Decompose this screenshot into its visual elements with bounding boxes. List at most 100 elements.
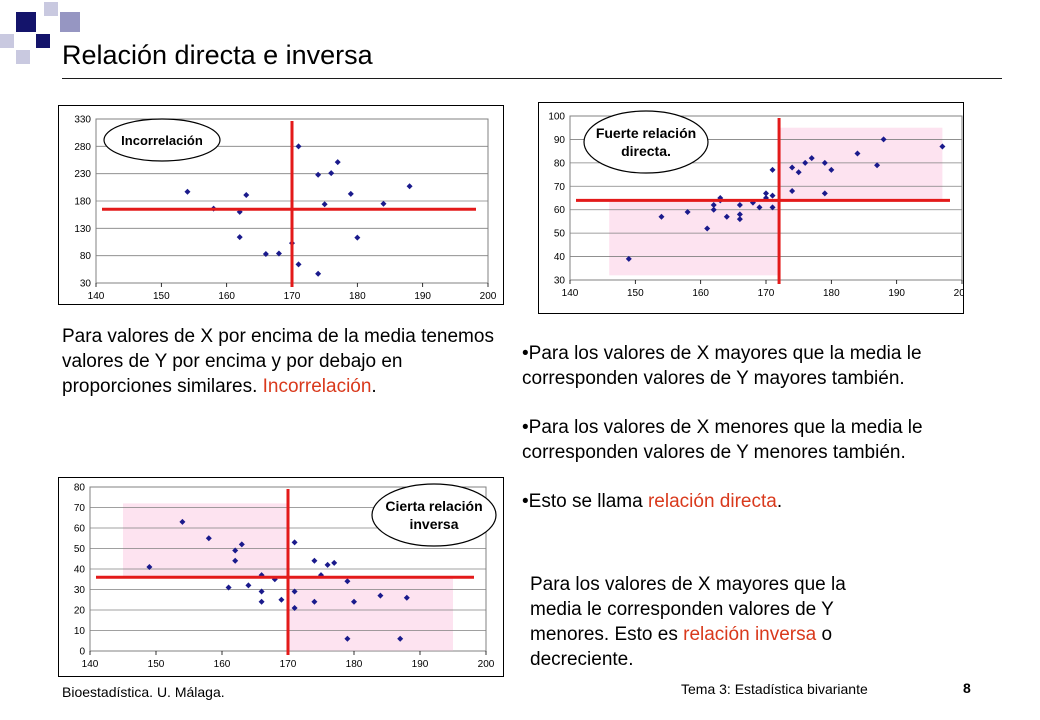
y-tick-label: 70 (74, 503, 86, 514)
data-point (802, 159, 809, 166)
x-tick-label: 200 (954, 288, 964, 299)
data-point (291, 588, 298, 595)
y-tick-label: 50 (74, 544, 86, 555)
data-point (295, 143, 302, 150)
bullet-direct-prefix: •Esto se llama (522, 491, 648, 512)
chart-svg: 0 10 20 30 40 50 60 70 80 140 150 160 170 180 190 200 Ci… (58, 477, 504, 677)
data-point (275, 250, 282, 257)
data-point (258, 572, 265, 579)
x-tick-label: 190 (888, 288, 905, 299)
data-point (769, 204, 776, 211)
direct-description: •Para los valores de X mayores que la me… (522, 341, 1002, 514)
data-point (789, 187, 796, 194)
data-point (225, 584, 232, 591)
chart-svg: 30 80 130 180 230 280 330 140 150 160 170 180 190 200… (58, 105, 504, 305)
x-tick-label: 180 (349, 291, 366, 302)
y-tick-label: 0 (79, 647, 85, 658)
x-tick-label: 200 (480, 291, 497, 302)
deco-square (36, 34, 50, 48)
scatter-chart-uncorrelated: 30 80 130 180 230 280 330 140 150 160 170 180 190 200… (58, 105, 504, 305)
shaded-region (609, 200, 780, 276)
x-tick-label: 140 (562, 288, 579, 299)
annotation-ellipse (103, 118, 221, 162)
x-tick-label: 170 (280, 659, 297, 670)
data-point (625, 255, 632, 262)
inverse-text: Para los valores de X mayores que la med… (530, 574, 846, 645)
data-point (344, 578, 351, 585)
data-point (397, 635, 404, 642)
y-tick-label: 30 (80, 279, 92, 290)
y-tick-label: 60 (554, 205, 566, 216)
data-point (291, 539, 298, 546)
data-point (232, 547, 239, 554)
data-point (334, 159, 341, 166)
y-tick-label: 70 (554, 182, 566, 193)
data-point (347, 190, 354, 197)
data-point (184, 188, 191, 195)
y-tick-label: 100 (548, 112, 565, 123)
data-point (377, 592, 384, 599)
deco-square (16, 50, 30, 64)
x-tick-label: 200 (478, 659, 495, 670)
x-tick-label: 160 (218, 291, 235, 302)
scatter-chart-inverse: 0 10 20 30 40 50 60 70 80 140 150 160 170 180 190 200 Ci… (58, 477, 504, 677)
annotation-label: Incorrelación (121, 133, 203, 148)
y-tick-label: 80 (554, 158, 566, 169)
data-point (238, 541, 245, 548)
data-point (354, 234, 361, 241)
data-point (258, 588, 265, 595)
y-tick-label: 330 (74, 115, 91, 126)
data-point (232, 557, 239, 564)
y-tick-label: 40 (74, 565, 86, 576)
uncorrelated-description: Para valores de X por encima de la media… (62, 324, 498, 399)
inverse-description: Para los valores de X mayores que la med… (530, 572, 902, 672)
y-tick-label: 10 (74, 626, 86, 637)
data-point (874, 162, 881, 169)
x-tick-label: 140 (88, 291, 105, 302)
bullet-direct-period: . (776, 491, 783, 512)
footer-center: Tema 3: Estadística bivariante (681, 681, 868, 697)
data-point (311, 557, 318, 564)
data-point (763, 190, 769, 197)
slide-title: Relación directa e inversa (62, 40, 373, 70)
data-point (291, 604, 298, 611)
data-point (243, 191, 250, 198)
data-point (710, 206, 717, 213)
data-point (311, 598, 318, 605)
data-point (684, 209, 691, 216)
y-tick-label: 180 (74, 197, 91, 208)
scatter-chart-direct: 30 40 50 60 70 80 90 100 140 150 160 170 180 190 200 Fu… (538, 102, 964, 314)
data-point (278, 596, 285, 603)
deco-square (0, 34, 14, 48)
footer-left: Bioestadística. U. Málaga. (62, 684, 225, 700)
x-tick-label: 180 (823, 288, 840, 299)
annotation-label: directa. (621, 143, 671, 159)
x-tick-label: 150 (153, 291, 170, 302)
annotation-label: inversa (409, 516, 458, 532)
data-point (295, 261, 302, 268)
x-tick-label: 180 (346, 659, 363, 670)
data-point (351, 598, 357, 605)
data-point (854, 150, 861, 157)
slide-number: 8 (963, 680, 971, 696)
data-point (769, 192, 776, 199)
y-tick-label: 90 (554, 135, 566, 146)
data-point (828, 166, 835, 173)
data-point (315, 270, 322, 277)
y-tick-label: 280 (74, 142, 91, 153)
data-point (710, 202, 717, 209)
bullet-lesser: •Para los valores de X menores que la me… (522, 417, 923, 463)
data-point (769, 166, 776, 173)
y-tick-label: 80 (80, 251, 92, 262)
bullet-direct-name: •Esto se llama relación directa. (522, 489, 1002, 514)
data-point (318, 572, 324, 579)
data-point (328, 170, 335, 177)
inverse-keyword: relación inversa (683, 624, 817, 645)
data-point (736, 216, 743, 223)
y-tick-label: 130 (74, 224, 91, 235)
data-point (880, 136, 887, 143)
data-point (736, 202, 743, 209)
y-tick-label: 30 (74, 585, 86, 596)
data-point (315, 171, 322, 178)
data-point (179, 518, 186, 525)
